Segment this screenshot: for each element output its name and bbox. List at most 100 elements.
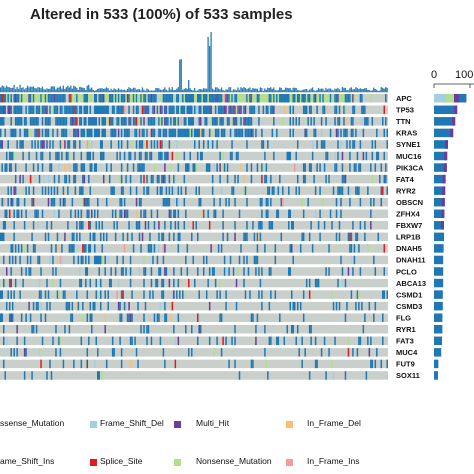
cell-apc (319, 94, 321, 103)
cell-flg (89, 313, 92, 322)
cell-dnah5 (10, 244, 12, 253)
cell-flg (373, 313, 375, 322)
top-bar (319, 89, 321, 92)
cell-pik3ca (170, 163, 172, 172)
top-bar (217, 88, 220, 92)
cell-pik3ca (293, 163, 296, 172)
top-bar (205, 88, 208, 92)
cell-ttn (41, 117, 44, 126)
cell-fat3 (314, 336, 317, 346)
cell-muc4 (162, 348, 165, 357)
cell-ryr2 (67, 186, 69, 195)
top-bar (158, 88, 160, 92)
cell-dnah11 (88, 255, 90, 265)
cell-kras (244, 128, 247, 138)
cell-csmd3 (346, 301, 348, 311)
cell-fbxw7 (147, 221, 150, 230)
cell-tp53 (104, 105, 106, 115)
cell-ttn (135, 117, 138, 126)
cell-obscn (50, 197, 53, 207)
cell-syne1 (91, 140, 93, 149)
cell-pclo (144, 267, 147, 276)
cell-csmd1 (143, 290, 145, 299)
cell-syne1 (194, 140, 196, 149)
freq-bar-csmd1 (434, 290, 443, 299)
cell-pik3ca (126, 163, 129, 172)
cell-ttn (0, 117, 2, 126)
cell-muc4 (220, 348, 223, 357)
cell-lrp1b (244, 232, 247, 242)
top-bar (365, 88, 367, 92)
cell-dnah11 (56, 255, 59, 265)
cell-obscn (165, 197, 168, 207)
cell-syne1 (43, 140, 45, 149)
cell-syne1 (296, 140, 299, 149)
cell-ryr2 (32, 186, 35, 195)
cell-apc (289, 94, 291, 103)
cell-obscn (213, 197, 215, 207)
cell-fbxw7 (153, 221, 156, 230)
cell-ryr2 (211, 186, 214, 195)
cell-tp53 (98, 105, 100, 115)
cell-ttn (114, 117, 117, 126)
cell-kras (337, 128, 339, 138)
top-bar (213, 89, 215, 92)
cell-csmd1 (62, 290, 65, 299)
cell-ttn (177, 117, 180, 126)
cell-apc (85, 94, 87, 103)
cell-ttn (295, 117, 297, 126)
cell-fat4 (14, 174, 17, 184)
cell-ryr2 (358, 186, 360, 195)
cell-dnah5 (55, 244, 57, 253)
cell-apc (138, 94, 141, 103)
cell-kras (189, 128, 192, 138)
cell-dnah5 (152, 244, 154, 253)
cell-kras (61, 128, 63, 138)
cell-fbxw7 (291, 221, 293, 230)
cell-pik3ca (25, 163, 27, 172)
cell-apc (264, 94, 266, 103)
cell-zfhx4 (16, 209, 18, 218)
cell-obscn (47, 197, 50, 207)
cell-fat4 (234, 174, 236, 184)
top-bar (246, 89, 248, 92)
cell-syne1 (143, 140, 145, 149)
legend-label-in-frame-ins: In_Frame_Ins (307, 456, 360, 466)
cell-fbxw7 (98, 221, 100, 230)
cell-pik3ca (186, 163, 189, 172)
cell-ttn (173, 117, 175, 126)
cell-apc (325, 94, 327, 103)
cell-kras (305, 128, 308, 138)
cell-ryr2 (28, 186, 30, 195)
cell-pik3ca (349, 163, 351, 172)
cell-ryr1 (255, 325, 257, 334)
top-bar (13, 84, 15, 92)
cell-pclo (164, 267, 166, 276)
cell-tp53 (68, 105, 71, 115)
top-bar (128, 87, 130, 92)
cell-dnah11 (14, 255, 17, 265)
cell-syne1 (73, 140, 75, 149)
cell-apc (189, 94, 192, 103)
gene-label-ttn: TTN (396, 117, 411, 126)
cell-pik3ca (14, 163, 17, 172)
cell-ttn (250, 117, 253, 126)
cell-kras (113, 128, 115, 138)
cell-apc (249, 94, 251, 103)
cell-muc16 (73, 151, 75, 161)
cell-flg (219, 313, 221, 322)
cell-ryr2 (268, 186, 271, 195)
top-bar (88, 84, 90, 92)
cell-fbxw7 (144, 221, 147, 230)
cell-apc (117, 94, 120, 103)
cell-lrp1b (13, 232, 15, 242)
cell-dnah11 (205, 255, 208, 265)
cell-ttn (125, 117, 127, 126)
cell-dnah11 (373, 255, 375, 265)
cell-syne1 (262, 140, 265, 149)
cell-fat4 (162, 174, 165, 184)
cell-dnah5 (220, 244, 223, 253)
cell-csmd1 (274, 290, 277, 299)
cell-apc (353, 94, 356, 103)
cell-fut9 (137, 359, 139, 369)
